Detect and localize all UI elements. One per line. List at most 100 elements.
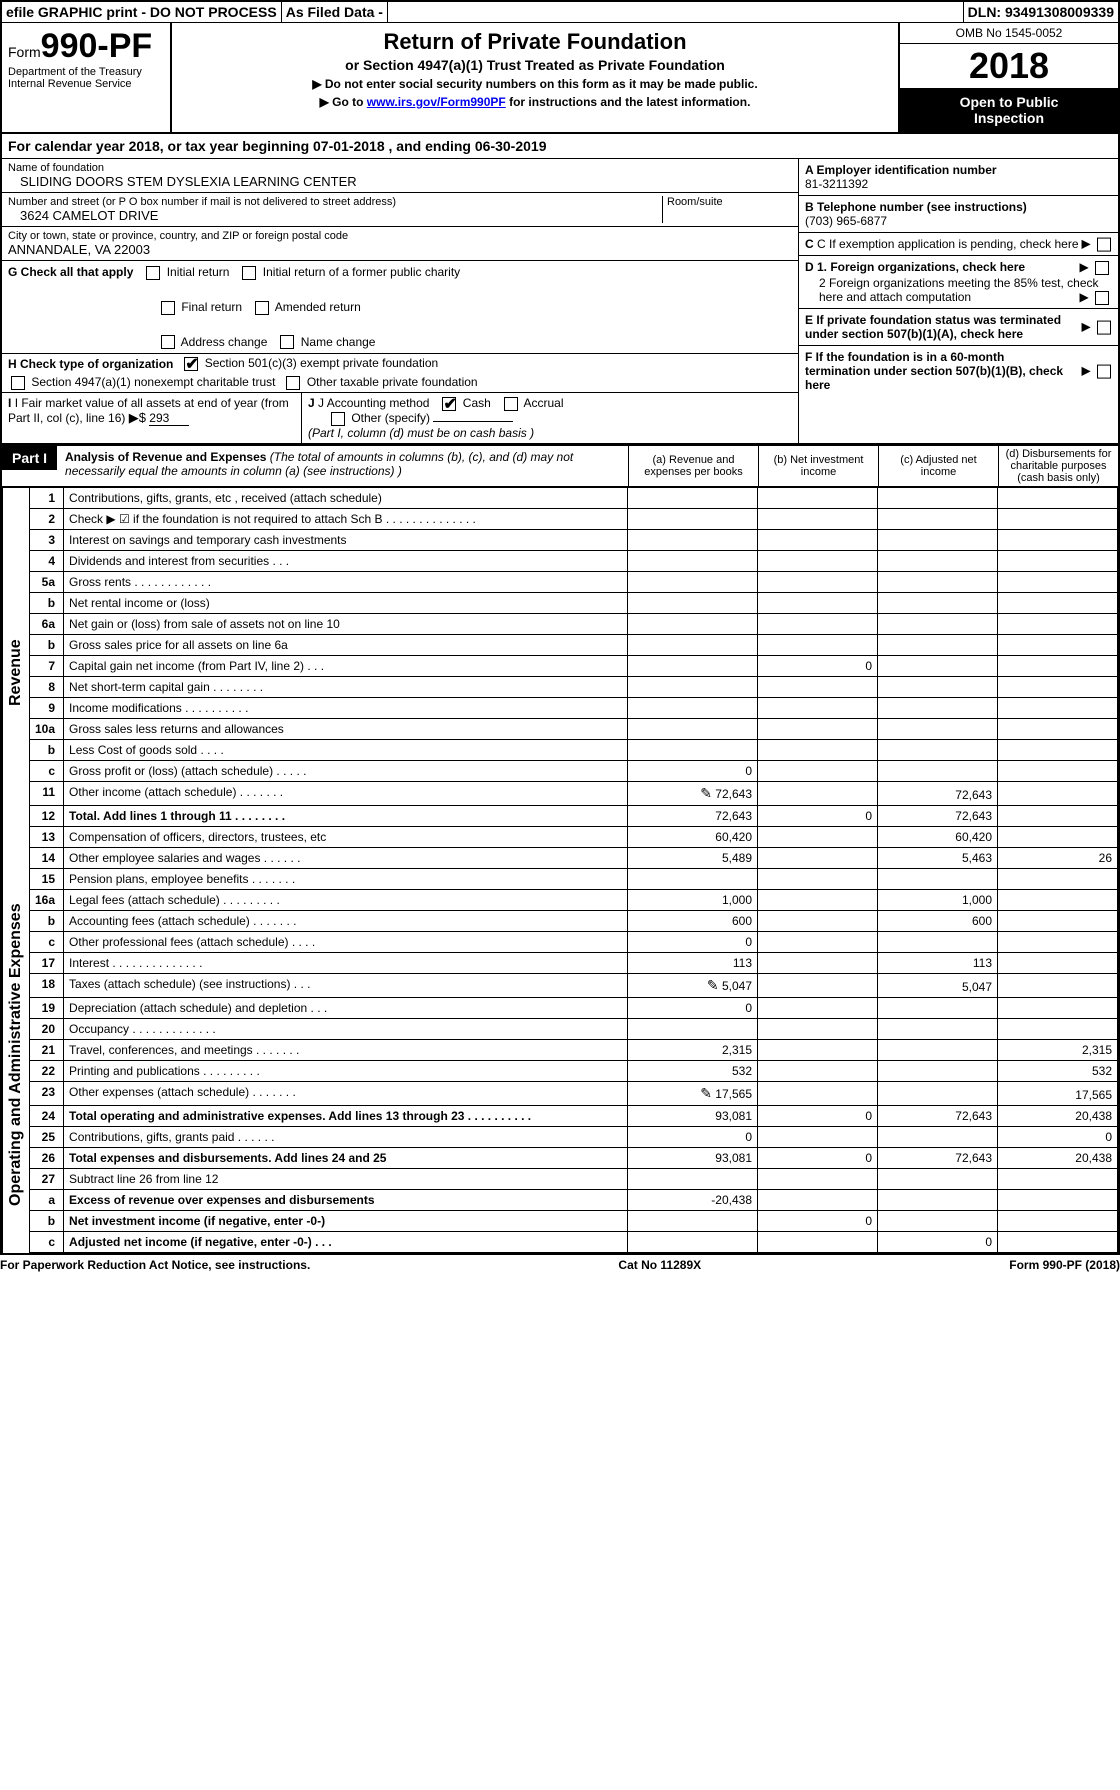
d2-checkbox[interactable] (1095, 291, 1109, 305)
dln-value: 93491308009339 (1005, 4, 1114, 20)
col-a-head: (a) Revenue and expenses per books (628, 446, 758, 486)
b-label: B Telephone number (see instructions) (805, 200, 1112, 214)
h-501c3-checkbox[interactable] (184, 357, 198, 371)
g-address-checkbox[interactable] (161, 335, 175, 349)
phone: (703) 965-6877 (805, 214, 1112, 228)
addr-label: Number and street (or P O box number if … (8, 196, 662, 208)
d1-checkbox[interactable] (1095, 261, 1109, 275)
irs-link[interactable]: www.irs.gov/Form990PF (367, 95, 506, 109)
foundation-name: SLIDING DOORS STEM DYSLEXIA LEARNING CEN… (8, 174, 792, 189)
g-opt2: Final return (181, 300, 242, 314)
note2-pre: ▶ Go to (320, 95, 367, 109)
h-opt3: Other taxable private foundation (307, 375, 478, 389)
room-label: Room/suite (667, 196, 792, 208)
j-other: Other (specify) (351, 411, 430, 425)
f-checkbox[interactable] (1097, 364, 1111, 378)
g-amended-checkbox[interactable] (255, 301, 269, 315)
attachment-icon[interactable]: ✎ (700, 1085, 712, 1101)
line-r1: 1 Contributions, gifts, grants, etc , re… (30, 487, 1118, 508)
f-label: F If the foundation is in a 60-month ter… (805, 350, 1065, 392)
g-opt5: Name change (301, 335, 376, 349)
j-other-checkbox[interactable] (331, 412, 345, 426)
efile-notice: efile GRAPHIC print - DO NOT PROCESS (2, 2, 282, 22)
info-right: A Employer identification number 81-3211… (798, 159, 1118, 443)
box-e: E If private foundation status was termi… (799, 309, 1118, 346)
part1-header: Part I Analysis of Revenue and Expenses … (2, 444, 1118, 487)
j-accrual: Accrual (524, 396, 564, 410)
box-a: A Employer identification number 81-3211… (799, 159, 1118, 196)
expenses-side-label: Operating and Administrative Expenses (2, 857, 29, 1253)
note2: ▶ Go to www.irs.gov/Form990PF for instru… (182, 95, 888, 109)
agency2: Internal Revenue Service (8, 78, 164, 90)
d2-label: 2 Foreign organizations meeting the 85% … (819, 276, 1099, 304)
name-label: Name of foundation (8, 162, 792, 174)
line-r12: 12 Total. Add lines 1 through 11 . . . .… (30, 805, 1118, 826)
line-r7: 7 Capital gain net income (from Part IV,… (30, 655, 1118, 676)
j-note: (Part I, column (d) must be on cash basi… (308, 426, 792, 440)
line-e16b: b Accounting fees (attach schedule) . . … (30, 910, 1118, 931)
line-e18: 18 Taxes (attach schedule) (see instruct… (30, 973, 1118, 997)
line-s27: 27 Subtract line 26 from line 12 (30, 1168, 1118, 1189)
city: ANNANDALE, VA 22003 (8, 242, 792, 257)
line-e25: 25 Contributions, gifts, grants paid . .… (30, 1126, 1118, 1147)
g-initial-checkbox[interactable] (146, 266, 160, 280)
omb: OMB No 1545-0052 (900, 23, 1118, 44)
line-e13: 13 Compensation of officers, directors, … (30, 826, 1118, 847)
ein: 81-3211392 (805, 177, 1112, 191)
h-opt2: Section 4947(a)(1) nonexempt charitable … (31, 375, 275, 389)
col-b-head: (b) Net investment income (758, 446, 878, 486)
j-accrual-checkbox[interactable] (504, 397, 518, 411)
info-left: Name of foundation SLIDING DOORS STEM DY… (2, 159, 798, 443)
i-value: 293 (149, 411, 189, 426)
g-name-checkbox[interactable] (280, 335, 294, 349)
line-e19: 19 Depreciation (attach schedule) and de… (30, 997, 1118, 1018)
foundation-name-row: Name of foundation SLIDING DOORS STEM DY… (2, 159, 798, 193)
line-r3: 3 Interest on savings and temporary cash… (30, 529, 1118, 550)
g-initial-former-checkbox[interactable] (242, 266, 256, 280)
col-d-head: (d) Disbursements for charitable purpose… (998, 446, 1118, 486)
e-checkbox[interactable] (1097, 320, 1111, 334)
agency1: Department of the Treasury (8, 66, 164, 78)
d1-label: D 1. Foreign organizations, check here (805, 260, 1025, 274)
section-h: H Check type of organization Section 501… (2, 354, 798, 373)
address: 3624 CAMELOT DRIVE (8, 208, 662, 223)
box-f: F If the foundation is in a 60-month ter… (799, 346, 1118, 396)
box-d: D 1. Foreign organizations, check here▶ … (799, 256, 1118, 309)
info-grid: Name of foundation SLIDING DOORS STEM DY… (2, 159, 1118, 444)
subtitle: or Section 4947(a)(1) Trust Treated as P… (182, 57, 888, 73)
a-label: A Employer identification number (805, 163, 1112, 177)
g-final-checkbox[interactable] (161, 301, 175, 315)
as-filed: As Filed Data - (282, 2, 388, 22)
city-row: City or town, state or province, country… (2, 227, 798, 261)
section-ij: I I Fair market value of all assets at e… (2, 393, 798, 443)
line-e21: 21 Travel, conferences, and meetings . .… (30, 1039, 1118, 1060)
line-e15: 15 Pension plans, employee benefits . . … (30, 868, 1118, 889)
title: Return of Private Foundation (182, 29, 888, 55)
note1: ▶ Do not enter social security numbers o… (182, 77, 888, 91)
footer-right: Form 990-PF (2018) (1009, 1258, 1120, 1272)
line-r6a: 6a Net gain or (loss) from sale of asset… (30, 613, 1118, 634)
form-label-block: Form990-PF Department of the Treasury In… (2, 23, 172, 132)
attachment-icon[interactable]: ✎ (700, 785, 712, 801)
g-opt4: Address change (181, 335, 268, 349)
note2-post: for instructions and the latest informat… (506, 95, 751, 109)
footer-left: For Paperwork Reduction Act Notice, see … (0, 1258, 310, 1272)
i-arrow: ▶$ (129, 410, 146, 425)
year-block: OMB No 1545-0052 2018 Open to Public Ins… (898, 23, 1118, 132)
line-e24: 24 Total operating and administrative ex… (30, 1105, 1118, 1126)
j-cash-checkbox[interactable] (442, 397, 456, 411)
cal-end: 06-30-2019 (475, 138, 547, 154)
attachment-icon[interactable]: ✎ (707, 977, 719, 993)
footer: For Paperwork Reduction Act Notice, see … (0, 1255, 1120, 1275)
g-label: G Check all that apply (8, 265, 133, 279)
h-opt1: Section 501(c)(3) exempt private foundat… (205, 356, 438, 370)
line-r11: 11 Other income (attach schedule) . . . … (30, 781, 1118, 805)
line-r9: 9 Income modifications . . . . . . . . .… (30, 697, 1118, 718)
line-e22: 22 Printing and publications . . . . . .… (30, 1060, 1118, 1081)
h-other-checkbox[interactable] (286, 376, 300, 390)
c-checkbox[interactable] (1097, 237, 1111, 251)
topbar-spacer (388, 2, 964, 22)
inspect-line1: Open to Public (904, 94, 1114, 110)
h-4947-checkbox[interactable] (11, 376, 25, 390)
topbar: efile GRAPHIC print - DO NOT PROCESS As … (2, 2, 1118, 23)
